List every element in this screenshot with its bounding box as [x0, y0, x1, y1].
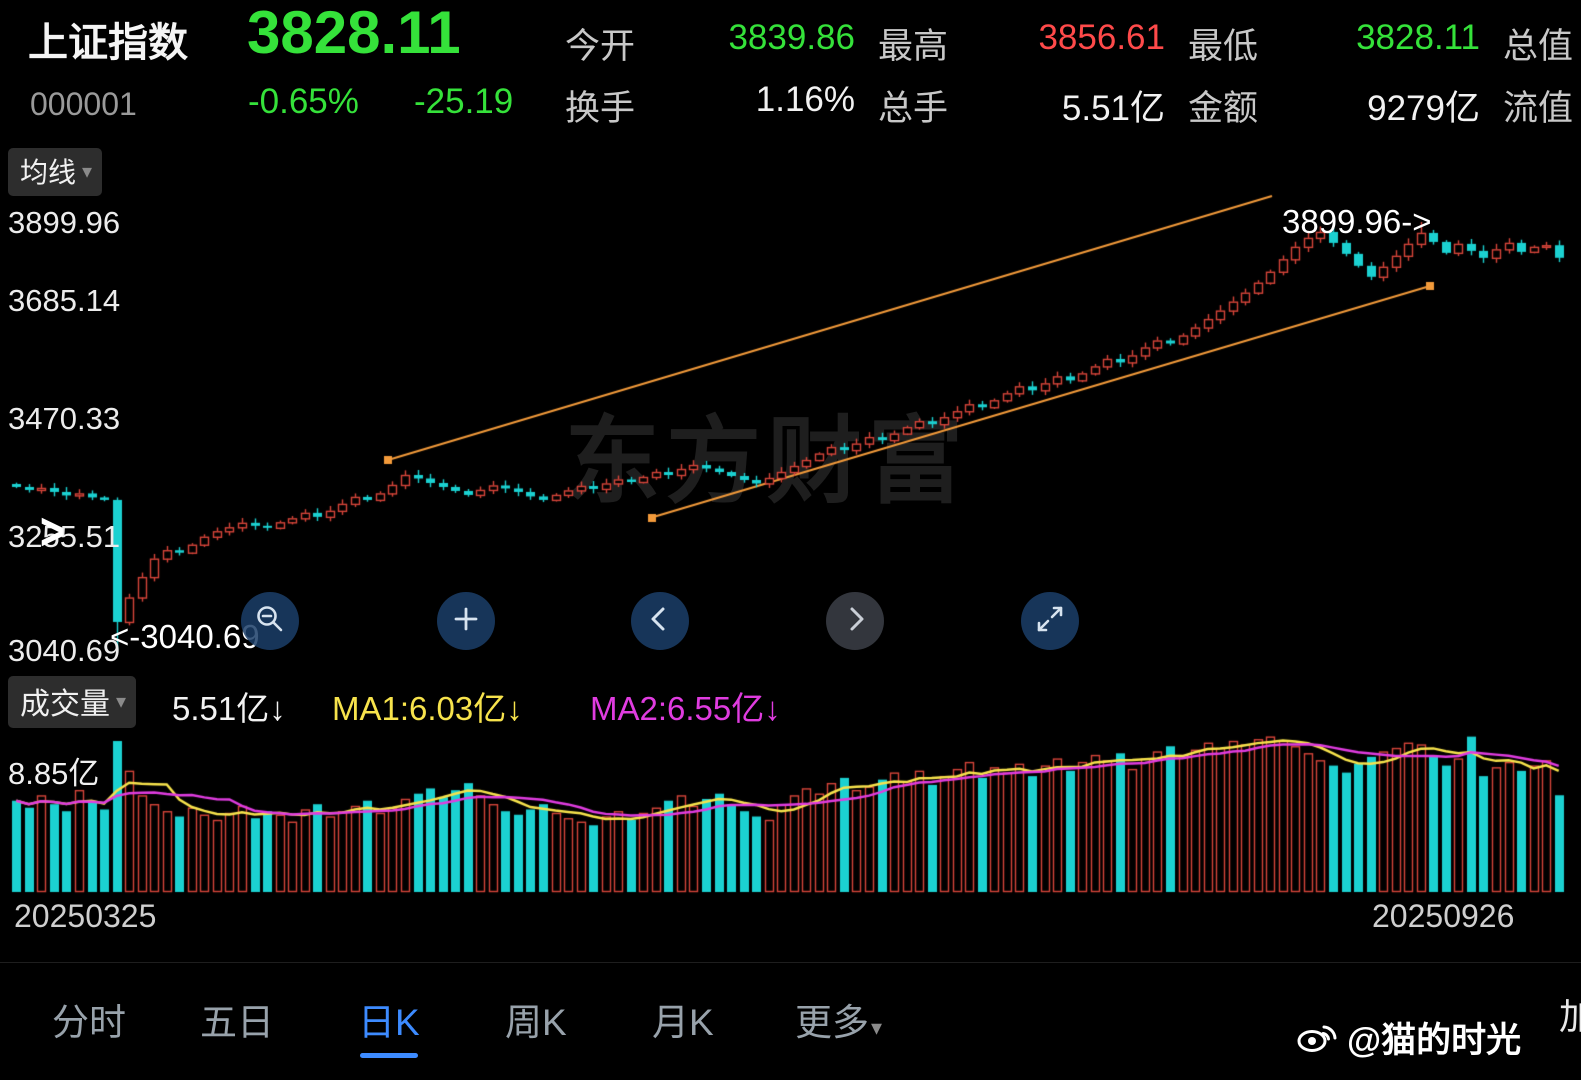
pan-left-button[interactable]: [631, 592, 689, 650]
y-axis-tick-5: 3040.69: [8, 633, 121, 668]
zoom-in-button[interactable]: [437, 592, 495, 650]
stat-label-total-cap: 总值: [1503, 27, 1574, 66]
zoom-out-button[interactable]: [241, 592, 299, 650]
tab-monthly-k[interactable]: 月K: [652, 1002, 714, 1043]
stat-value-turnover: 1.16%: [755, 80, 855, 119]
tab-more[interactable]: 更多▾: [795, 1002, 883, 1043]
stat-value-total-lots: 5.51亿: [1061, 89, 1165, 128]
ma-settings-label: 均线: [20, 157, 77, 188]
weibo-logo-icon: [1295, 1015, 1339, 1060]
kline-chart-canvas[interactable]: [0, 150, 1581, 665]
chevron-left-icon: [644, 603, 676, 640]
collapse-chart-button[interactable]: [1021, 592, 1079, 650]
tab-weekly-k[interactable]: 周K: [505, 1002, 567, 1043]
chevron-down-icon: ▾: [82, 160, 93, 183]
change-percent: -0.65%: [248, 82, 359, 121]
ma-settings-button[interactable]: 均线 ▾: [8, 148, 103, 196]
stat-label-turnover: 换手: [565, 89, 636, 128]
pan-right-button[interactable]: [826, 592, 884, 650]
stat-label-low: 最低: [1188, 27, 1259, 66]
y-axis-tick-3: 3470.33: [8, 401, 121, 436]
volume-indicator-label: 成交量: [20, 688, 110, 721]
tab-minute[interactable]: 分时: [52, 1002, 126, 1043]
low-annotation: <-3040.69: [110, 618, 260, 655]
y-axis-tick-4: 3255.51: [8, 519, 121, 554]
collapse-arrows-icon: [1034, 603, 1066, 640]
weibo-watermark: @猫的时光: [1295, 1012, 1521, 1063]
stat-label-amount: 金额: [1188, 89, 1259, 128]
change-value: -25.19: [414, 82, 514, 121]
volume-ma1-value: MA1:6.03亿↓: [332, 690, 523, 727]
plus-icon: [450, 603, 482, 640]
tabbar-divider: [0, 962, 1581, 963]
x-axis-start-date: 20250325: [14, 898, 157, 934]
index-price: 3828.11: [247, 0, 461, 66]
y-axis-tick-2: 3685.14: [8, 283, 121, 318]
stat-value-high: 3856.61: [1038, 18, 1165, 57]
expand-panel-arrow[interactable]: >: [40, 502, 65, 561]
weibo-handle: @猫的时光: [1347, 1021, 1522, 1060]
x-axis-end-date: 20250926: [1372, 898, 1515, 934]
index-code: 000001: [30, 86, 137, 122]
index-name: 上证指数: [28, 21, 188, 65]
tab-five-day[interactable]: 五日: [200, 1002, 274, 1043]
stat-value-low: 3828.11: [1356, 18, 1480, 57]
edge-clipped-button[interactable]: 加: [1559, 996, 1581, 1037]
tab-daily-k[interactable]: 日K: [358, 992, 420, 1058]
volume-current-value: 5.51亿↓: [172, 690, 286, 727]
volume-chart-canvas[interactable]: [0, 726, 1581, 898]
y-axis-tick-1: 3899.96: [8, 205, 121, 240]
stat-label-high: 最高: [878, 27, 949, 66]
stat-value-open: 3839.86: [728, 18, 855, 57]
volume-indicator-button[interactable]: 成交量 ▾: [8, 676, 137, 728]
zoom-out-icon: [254, 603, 286, 640]
chevron-down-icon: ▾: [116, 690, 127, 713]
stat-label-open: 今开: [565, 27, 636, 66]
volume-ma2-value: MA2:6.55亿↓: [590, 690, 781, 727]
stat-value-amount: 9279亿: [1367, 89, 1480, 128]
chevron-down-icon: ▾: [871, 1015, 883, 1040]
stat-label-total-lots: 总手: [878, 89, 949, 128]
chevron-right-icon: [839, 603, 871, 640]
high-annotation: 3899.96->: [1282, 203, 1432, 240]
stat-label-float-cap: 流值: [1503, 89, 1574, 128]
